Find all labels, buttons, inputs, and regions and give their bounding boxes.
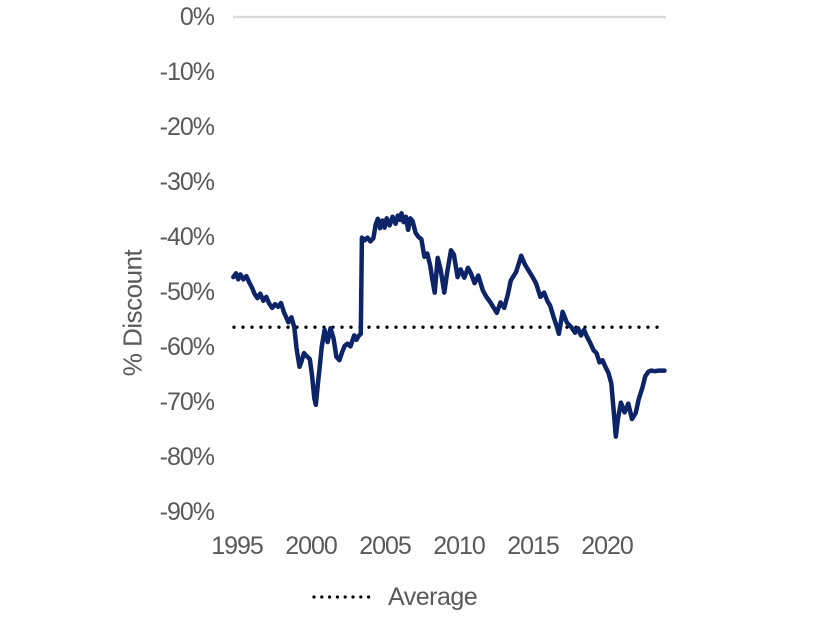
y-tick-label-0: 0% <box>179 3 215 31</box>
legend-average-swatch-icon <box>312 595 374 599</box>
x-tick-label-2020: 2020 <box>581 532 634 560</box>
y-tick-label-10: -10% <box>159 58 215 86</box>
legend-average-label: Average <box>388 583 478 611</box>
x-tick-label-2010: 2010 <box>433 532 486 560</box>
x-tick-label-1995: 1995 <box>211 532 264 560</box>
y-tick-label-90: -90% <box>159 498 215 526</box>
y-tick-label-60: -60% <box>159 333 215 361</box>
y-tick-label-20: -20% <box>159 113 215 141</box>
y-tick-label-50: -50% <box>159 278 215 306</box>
discount-series-line <box>231 211 667 439</box>
legend: Average <box>311 582 478 612</box>
x-tick-label-2005: 2005 <box>359 532 412 560</box>
x-tick-label-2000: 2000 <box>285 532 338 560</box>
y-tick-label-70: -70% <box>159 388 215 416</box>
y-tick-label-80: -80% <box>159 443 215 471</box>
y-tick-label-40: -40% <box>159 223 215 251</box>
x-tick-label-2015: 2015 <box>507 532 560 560</box>
y-tick-label-30: -30% <box>159 168 215 196</box>
